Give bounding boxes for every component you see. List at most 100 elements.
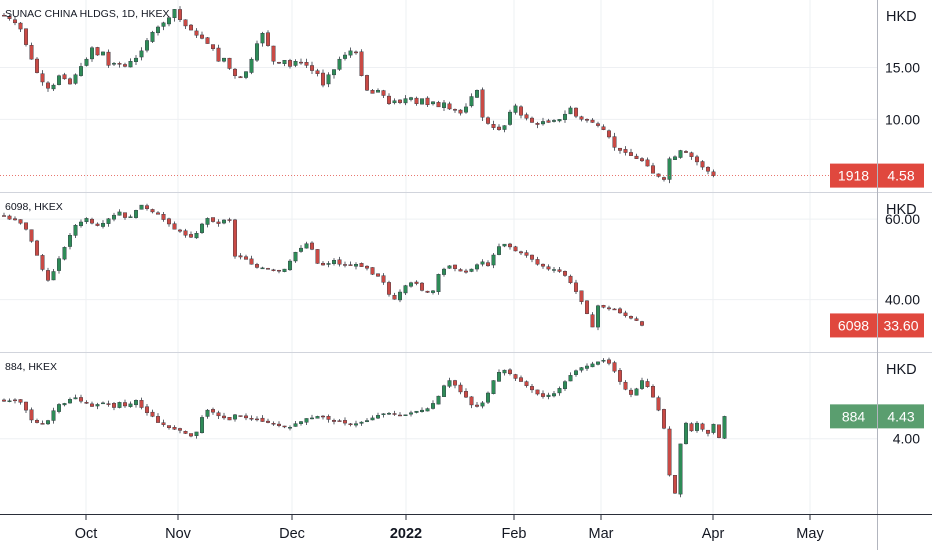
candle [563, 110, 568, 123]
candle [199, 31, 204, 40]
candle-body-up [442, 102, 447, 108]
candle-body-down [414, 281, 419, 284]
candle-body-up [563, 381, 568, 390]
candle [238, 75, 243, 79]
candle [700, 160, 705, 170]
candle-body-down [304, 62, 309, 66]
candle [194, 28, 199, 38]
candle [458, 109, 463, 116]
candle-body-up [128, 216, 133, 218]
candle-body-down [266, 268, 271, 270]
candle-body-down [12, 19, 17, 24]
candle [651, 384, 656, 398]
candle-body-up [111, 63, 116, 65]
candle-body-up [84, 218, 89, 223]
candle-body-down [387, 95, 392, 104]
candle-body-up [348, 50, 353, 56]
candle [73, 73, 78, 85]
candle [78, 219, 83, 228]
candle [568, 105, 573, 115]
candle-body-down [12, 399, 17, 402]
candle [199, 415, 204, 434]
candle-body-down [579, 290, 584, 302]
candle-body-down [2, 14, 6, 17]
candle [629, 148, 634, 156]
candle-body-down [359, 263, 364, 267]
candle [601, 358, 606, 363]
candle [18, 21, 23, 33]
candle-body-up [447, 265, 452, 269]
candle-body-down [541, 263, 546, 267]
candle [161, 211, 166, 222]
candle [469, 396, 474, 409]
candle-body-down [535, 123, 540, 125]
candle [299, 245, 304, 253]
candle [95, 46, 100, 56]
candle [337, 419, 342, 422]
candle [310, 241, 315, 251]
candle-body-up [343, 54, 348, 59]
candle-body-up [436, 274, 441, 292]
candle [238, 415, 243, 417]
candle [436, 273, 441, 295]
candle [194, 431, 199, 439]
candle [689, 422, 694, 432]
candle-body-down [29, 229, 34, 242]
candle [7, 14, 12, 21]
candle [607, 357, 612, 366]
candle-body-up [133, 400, 138, 406]
candle [370, 267, 375, 275]
candle-body-down [254, 418, 259, 421]
candle-body-down [172, 223, 177, 230]
candle-body-up [541, 121, 546, 125]
candle-body-up [513, 105, 518, 113]
candle [205, 217, 210, 228]
candle-body-up [117, 402, 122, 408]
candle [629, 315, 634, 320]
candle [442, 99, 447, 112]
candle [497, 124, 502, 131]
candle [579, 115, 584, 122]
candle [332, 418, 337, 425]
candle [513, 373, 518, 381]
symbol-badge-label: 1918 [838, 168, 869, 184]
candle [502, 243, 507, 248]
candle [634, 316, 639, 322]
candle [700, 422, 705, 432]
candle-body-down [640, 158, 645, 162]
candle-body-down [343, 420, 348, 424]
candle-body-down [629, 152, 634, 156]
candle [596, 361, 601, 366]
candle-body-down [420, 282, 425, 291]
candle-body-down [706, 166, 711, 172]
candle-body-up [155, 26, 160, 34]
candle [199, 222, 204, 234]
candle-body-down [166, 425, 171, 428]
candle-body-up [73, 225, 78, 236]
candle [486, 391, 491, 404]
symbol-badge-label: 884 [842, 408, 866, 424]
candle [706, 429, 711, 437]
candle-body-down [568, 275, 573, 283]
candle-body-down [188, 24, 193, 31]
pane-title: SUNAC CHINA HLDGS, 1D, HKEX [5, 8, 170, 20]
candle [332, 258, 337, 266]
candle-body-up [304, 418, 309, 423]
pane-title: 6098, HKEX [5, 201, 63, 213]
price-badge-label: 4.43 [887, 408, 914, 424]
candle [662, 408, 667, 430]
candle [183, 19, 188, 29]
candle-body-down [425, 97, 430, 106]
candle-body-down [574, 282, 579, 292]
y-tick-label: 4.00 [893, 431, 920, 447]
candle-body-up [684, 422, 689, 445]
candle [524, 380, 529, 388]
candle [442, 384, 447, 397]
candle [612, 308, 617, 311]
candle [365, 265, 370, 271]
x-tick-label: Oct [75, 526, 98, 542]
candle-body-up [678, 150, 683, 158]
candle-body-down [321, 415, 326, 418]
